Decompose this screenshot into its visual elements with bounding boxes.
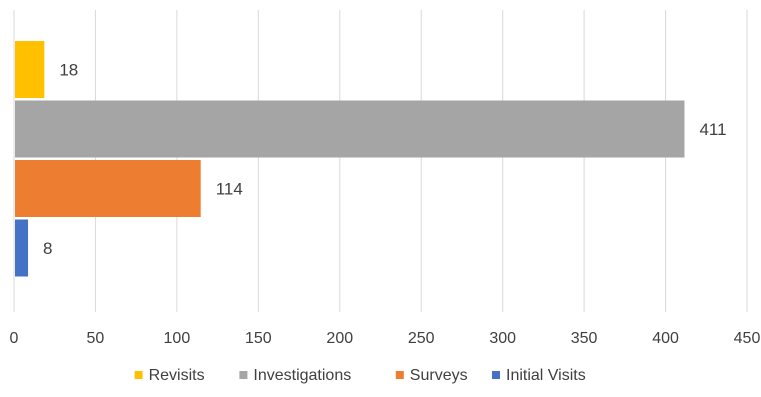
legend-label: Revisits bbox=[149, 367, 205, 384]
x-tick-label: 300 bbox=[489, 330, 516, 347]
legend-swatch bbox=[239, 371, 248, 379]
x-tick-label: 450 bbox=[734, 330, 761, 347]
bar-surveys bbox=[15, 160, 201, 217]
bar-revisits bbox=[15, 41, 45, 98]
data-label: 18 bbox=[59, 61, 78, 80]
data-label: 8 bbox=[43, 239, 52, 258]
legend-label: Surveys bbox=[410, 367, 468, 384]
bars bbox=[15, 41, 685, 277]
x-tick-label: 250 bbox=[408, 330, 435, 347]
x-tick-label: 50 bbox=[87, 330, 105, 347]
x-tick-label: 100 bbox=[164, 330, 191, 347]
legend-label: Investigations bbox=[253, 367, 351, 384]
x-tick-label: 150 bbox=[245, 330, 272, 347]
legend: Revisits Investigations Surveys Initial Vis… bbox=[134, 367, 586, 384]
gridlines bbox=[13, 10, 748, 312]
legend-label: Initial Visits bbox=[506, 367, 586, 384]
x-tick-label: 200 bbox=[326, 330, 353, 347]
x-tick-label: 350 bbox=[571, 330, 598, 347]
x-tick-label: 0 bbox=[10, 330, 19, 347]
data-label: 114 bbox=[216, 180, 243, 199]
legend-swatch bbox=[395, 371, 404, 379]
bar-initial-visits bbox=[15, 219, 29, 277]
legend-swatch bbox=[492, 371, 500, 379]
x-axis-ticks: 0 50 100 150 200 250 300 350 400 450 bbox=[10, 330, 761, 347]
data-labels: 18 411 114 8 bbox=[43, 61, 727, 259]
legend-swatch bbox=[134, 371, 143, 379]
data-label: 411 bbox=[699, 120, 726, 139]
x-tick-label: 400 bbox=[652, 330, 679, 347]
bar-investigations bbox=[15, 100, 685, 158]
